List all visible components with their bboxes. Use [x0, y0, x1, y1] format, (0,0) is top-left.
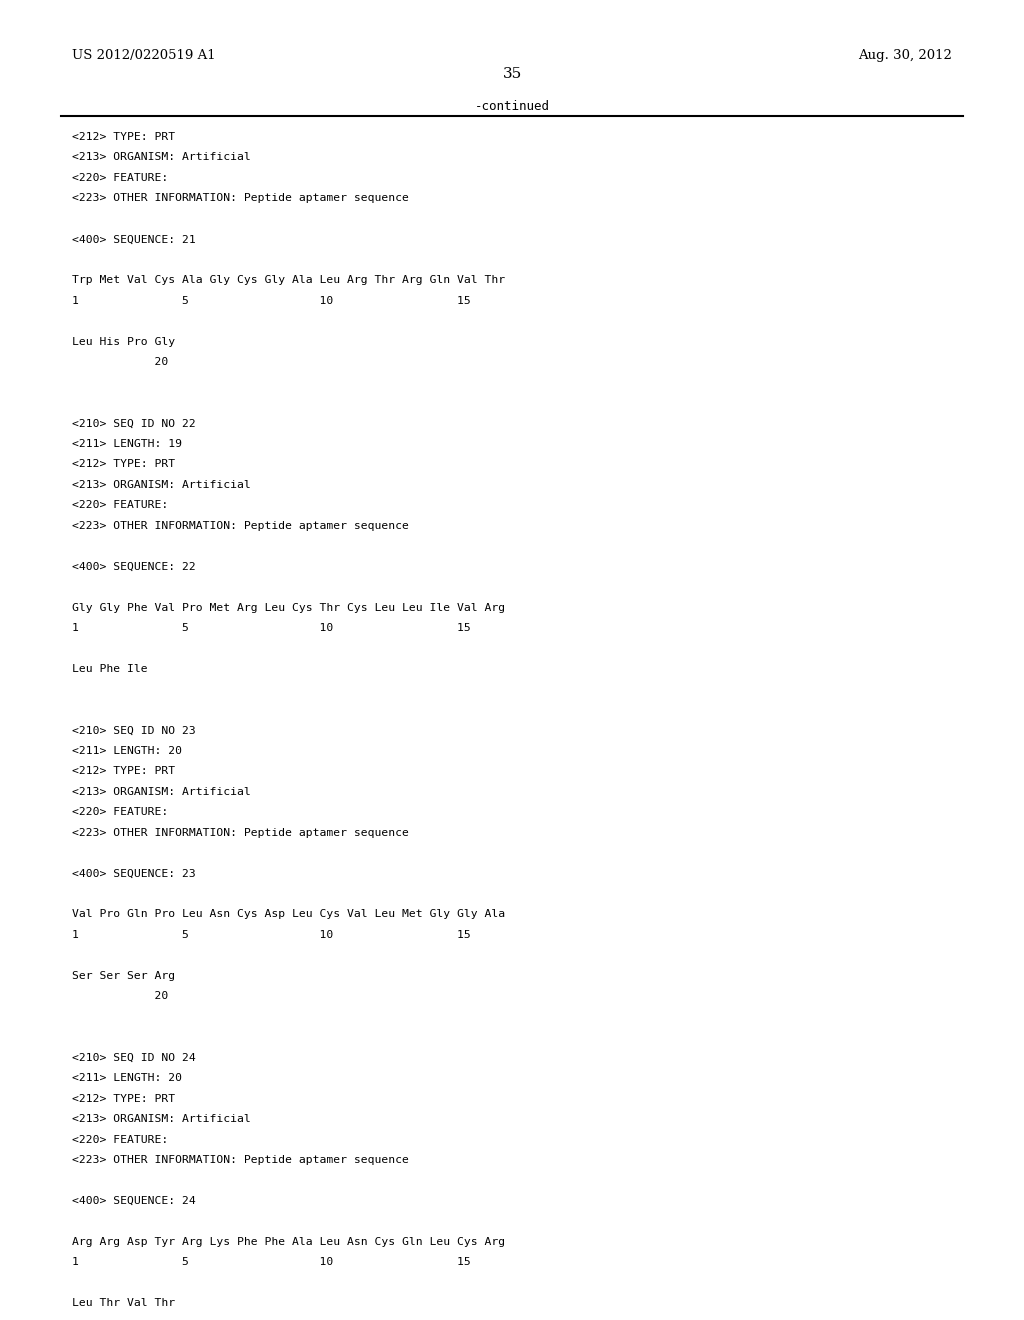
- Text: <212> TYPE: PRT: <212> TYPE: PRT: [72, 459, 175, 470]
- Text: 1               5                   10                  15: 1 5 10 15: [72, 1257, 470, 1267]
- Text: 1               5                   10                  15: 1 5 10 15: [72, 296, 470, 306]
- Text: <211> LENGTH: 19: <211> LENGTH: 19: [72, 438, 181, 449]
- Text: <220> FEATURE:: <220> FEATURE:: [72, 173, 168, 183]
- Text: <400> SEQUENCE: 21: <400> SEQUENCE: 21: [72, 235, 196, 244]
- Text: <223> OTHER INFORMATION: Peptide aptamer sequence: <223> OTHER INFORMATION: Peptide aptamer…: [72, 193, 409, 203]
- Text: <220> FEATURE:: <220> FEATURE:: [72, 500, 168, 511]
- Text: <223> OTHER INFORMATION: Peptide aptamer sequence: <223> OTHER INFORMATION: Peptide aptamer…: [72, 828, 409, 838]
- Text: Gly Gly Phe Val Pro Met Arg Leu Cys Thr Cys Leu Leu Ile Val Arg: Gly Gly Phe Val Pro Met Arg Leu Cys Thr …: [72, 602, 505, 612]
- Text: Leu His Pro Gly: Leu His Pro Gly: [72, 337, 175, 347]
- Text: 20: 20: [72, 356, 168, 367]
- Text: Leu Phe Ile: Leu Phe Ile: [72, 664, 147, 675]
- Text: <212> TYPE: PRT: <212> TYPE: PRT: [72, 766, 175, 776]
- Text: <213> ORGANISM: Artificial: <213> ORGANISM: Artificial: [72, 787, 251, 797]
- Text: <210> SEQ ID NO 22: <210> SEQ ID NO 22: [72, 418, 196, 429]
- Text: <220> FEATURE:: <220> FEATURE:: [72, 807, 168, 817]
- Text: US 2012/0220519 A1: US 2012/0220519 A1: [72, 49, 215, 62]
- Text: <212> TYPE: PRT: <212> TYPE: PRT: [72, 1093, 175, 1104]
- Text: <211> LENGTH: 20: <211> LENGTH: 20: [72, 746, 181, 756]
- Text: <213> ORGANISM: Artificial: <213> ORGANISM: Artificial: [72, 152, 251, 162]
- Text: 1               5                   10                  15: 1 5 10 15: [72, 623, 470, 634]
- Text: <210> SEQ ID NO 24: <210> SEQ ID NO 24: [72, 1053, 196, 1063]
- Text: <210> SEQ ID NO 23: <210> SEQ ID NO 23: [72, 726, 196, 735]
- Text: Trp Met Val Cys Ala Gly Cys Gly Ala Leu Arg Thr Arg Gln Val Thr: Trp Met Val Cys Ala Gly Cys Gly Ala Leu …: [72, 276, 505, 285]
- Text: <220> FEATURE:: <220> FEATURE:: [72, 1134, 168, 1144]
- Text: 35: 35: [503, 67, 521, 82]
- Text: <400> SEQUENCE: 23: <400> SEQUENCE: 23: [72, 869, 196, 879]
- Text: 1               5                   10                  15: 1 5 10 15: [72, 929, 470, 940]
- Text: <223> OTHER INFORMATION: Peptide aptamer sequence: <223> OTHER INFORMATION: Peptide aptamer…: [72, 1155, 409, 1166]
- Text: <400> SEQUENCE: 24: <400> SEQUENCE: 24: [72, 1196, 196, 1206]
- Text: <211> LENGTH: 20: <211> LENGTH: 20: [72, 1073, 181, 1084]
- Text: <213> ORGANISM: Artificial: <213> ORGANISM: Artificial: [72, 479, 251, 490]
- Text: Aug. 30, 2012: Aug. 30, 2012: [858, 49, 952, 62]
- Text: <213> ORGANISM: Artificial: <213> ORGANISM: Artificial: [72, 1114, 251, 1125]
- Text: -continued: -continued: [474, 100, 550, 114]
- Text: Arg Arg Asp Tyr Arg Lys Phe Phe Ala Leu Asn Cys Gln Leu Cys Arg: Arg Arg Asp Tyr Arg Lys Phe Phe Ala Leu …: [72, 1237, 505, 1247]
- Text: <212> TYPE: PRT: <212> TYPE: PRT: [72, 132, 175, 143]
- Text: Ser Ser Ser Arg: Ser Ser Ser Arg: [72, 970, 175, 981]
- Text: <223> OTHER INFORMATION: Peptide aptamer sequence: <223> OTHER INFORMATION: Peptide aptamer…: [72, 520, 409, 531]
- Text: 20: 20: [72, 991, 168, 1002]
- Text: Leu Thr Val Thr: Leu Thr Val Thr: [72, 1298, 175, 1308]
- Text: Val Pro Gln Pro Leu Asn Cys Asp Leu Cys Val Leu Met Gly Gly Ala: Val Pro Gln Pro Leu Asn Cys Asp Leu Cys …: [72, 909, 505, 920]
- Text: <400> SEQUENCE: 22: <400> SEQUENCE: 22: [72, 562, 196, 572]
